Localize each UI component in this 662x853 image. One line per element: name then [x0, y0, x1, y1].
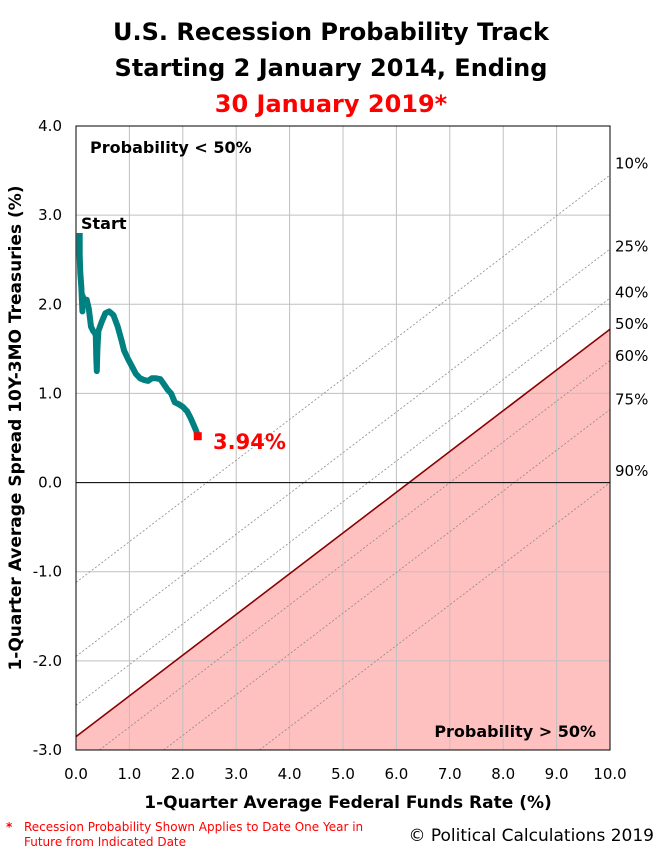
- probability-label: 75%: [615, 391, 648, 409]
- chart-title-line-1: U.S. Recession Probability Track: [113, 18, 549, 46]
- probability-label: 50%: [615, 315, 648, 333]
- x-tick-label: 3.0: [224, 765, 248, 783]
- y-tick-label: -1.0: [33, 563, 62, 581]
- x-tick-label: 10.0: [593, 765, 626, 783]
- x-tick-label: 2.0: [171, 765, 195, 783]
- plot-frame: [75, 125, 611, 751]
- chart-annotations: 1-Quarter Average Federal Funds Rate (%)…: [6, 138, 596, 813]
- x-tick-label: 5.0: [331, 765, 355, 783]
- x-tick-label: 4.0: [278, 765, 302, 783]
- probability-lines: 10% 25% 40% 50% 60% 75% 90%: [75, 154, 648, 751]
- probability-label: 10%: [615, 154, 648, 172]
- probability-label: 40%: [615, 284, 648, 302]
- x-tick-label: 8.0: [491, 765, 515, 783]
- probability-line: [99, 360, 611, 751]
- x-tick-label: 7.0: [438, 765, 462, 783]
- region-label-below-50: Probability < 50%: [90, 138, 252, 157]
- copyright-text: © Political Calculations 2019: [408, 826, 654, 846]
- recession-track: [76, 233, 202, 441]
- y-tick-label: 3.0: [38, 206, 62, 224]
- probability-label: 60%: [615, 347, 648, 365]
- plot-border: [75, 125, 611, 751]
- threshold-50-line: [75, 328, 611, 738]
- chart-title-line-3: 30 January 2019*: [214, 90, 448, 118]
- y-tick-label: -3.0: [33, 741, 62, 759]
- x-tick-label: 1.0: [117, 765, 141, 783]
- probability-label: 90%: [615, 462, 648, 480]
- start-label: Start: [81, 214, 127, 233]
- footnote: * Recession Probability Shown Applies to…: [6, 820, 364, 850]
- track-line: [76, 233, 201, 438]
- probability-line: [163, 409, 611, 751]
- probability-line: [259, 482, 611, 751]
- x-tick-label: 6.0: [384, 765, 408, 783]
- x-axis-title: 1-Quarter Average Federal Funds Rate (%): [144, 793, 552, 813]
- y-tick-label: -2.0: [33, 652, 62, 670]
- end-point-marker: [193, 432, 202, 441]
- chart-title-line-2: Starting 2 January 2014, Ending: [114, 54, 548, 82]
- footnote-marker: *: [6, 820, 13, 834]
- region-label-above-50: Probability > 50%: [434, 722, 596, 741]
- x-tick-label: 9.0: [545, 765, 569, 783]
- end-probability-label: 3.94%: [213, 430, 286, 454]
- y-tick-label: 0.0: [38, 474, 62, 492]
- x-tick-label: 0.0: [64, 765, 88, 783]
- y-axis-title: 1-Quarter Average Spread 10Y-3MO Treasur…: [6, 185, 26, 670]
- y-tick-label: 1.0: [38, 384, 62, 402]
- y-tick-label: 4.0: [38, 117, 62, 135]
- tick-labels: 0.0 1.0 2.0 3.0 4.0 5.0 6.0 7.0 8.0 9.0 10.0 4.0 3.0…: [33, 117, 627, 783]
- footnote-text: Recession Probability Shown Applies to D…: [24, 820, 364, 849]
- y-tick-label: 2.0: [38, 295, 62, 313]
- probability-label: 25%: [615, 237, 648, 255]
